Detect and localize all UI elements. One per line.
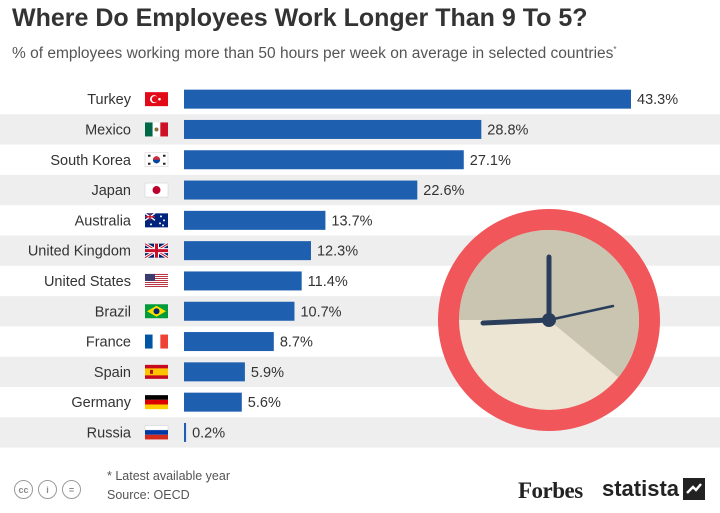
russia-flag-icon	[144, 425, 169, 440]
row-stripe	[0, 417, 720, 448]
value-label: 5.9%	[251, 365, 284, 381]
category-label: Mexico	[85, 122, 131, 138]
source-text: Source: OECD	[107, 488, 190, 502]
united-kingdom-flag-icon	[144, 242, 169, 259]
mexico-flag-icon	[145, 122, 168, 137]
value-label: 22.6%	[423, 183, 464, 199]
france-flag-icon	[145, 334, 168, 349]
value-label: 43.3%	[637, 92, 678, 108]
value-label: 11.4%	[308, 274, 348, 290]
category-label: France	[86, 335, 131, 351]
bar-united-states	[184, 271, 302, 291]
japan-flag-icon	[144, 182, 169, 198]
australia-flag-icon	[144, 212, 168, 228]
value-label: 13.7%	[331, 213, 372, 229]
category-label: United States	[44, 274, 131, 290]
category-label: Russia	[87, 425, 132, 441]
germany-flag-icon	[145, 395, 168, 410]
clock-center	[542, 313, 556, 327]
turkey-flag-icon	[145, 92, 168, 107]
subtitle-text: % of employees working more than 50 hour…	[12, 45, 614, 63]
category-label: Spain	[94, 365, 131, 381]
category-label: United Kingdom	[28, 244, 131, 260]
bar-spain	[184, 362, 245, 382]
footnote-text: * Latest available year	[107, 469, 230, 483]
statista-logo-text: statista	[602, 476, 680, 501]
bar-japan	[184, 180, 418, 200]
by-icon[interactable]: i	[38, 480, 57, 499]
value-label: 28.8%	[487, 122, 528, 138]
bar-france	[184, 332, 274, 352]
clock-hour-hand	[480, 317, 552, 326]
chart-title: Where Do Employees Work Longer Than 9 To…	[12, 4, 588, 32]
category-label: Turkey	[87, 92, 132, 108]
value-label: 12.3%	[317, 244, 358, 260]
bar-brazil	[184, 301, 295, 321]
category-label: South Korea	[50, 153, 132, 169]
clock-icon	[438, 209, 660, 431]
category-label: Germany	[71, 395, 131, 411]
value-label: 27.1%	[470, 153, 511, 169]
bar-russia	[184, 422, 187, 442]
bar-turkey	[184, 89, 631, 109]
south-korea-flag-icon	[144, 152, 169, 167]
bar-south-korea	[184, 150, 464, 170]
nd-icon[interactable]: =	[62, 480, 81, 499]
forbes-logo[interactable]: Forbes	[518, 478, 583, 503]
category-label: Japan	[91, 183, 131, 199]
bar-australia	[184, 210, 326, 230]
united-states-flag-icon	[145, 273, 168, 288]
value-label: 5.6%	[248, 395, 281, 411]
category-label: Brazil	[95, 304, 131, 320]
bar-mexico	[184, 119, 482, 139]
chart-subtitle: % of employees working more than 50 hour…	[12, 45, 617, 63]
brazil-flag-icon	[145, 304, 168, 319]
value-label: 10.7%	[300, 304, 341, 320]
spain-flag-icon	[145, 364, 168, 379]
clock-second-hand	[547, 304, 615, 322]
statista-logo[interactable]: statista	[602, 476, 706, 502]
subtitle-footnote-mark: *	[613, 45, 617, 54]
value-label: 8.7%	[280, 335, 313, 351]
clock-shaded-sector-left	[459, 230, 549, 320]
bar-united-kingdom	[184, 241, 311, 261]
category-label: Australia	[75, 213, 132, 229]
statista-mark-icon	[683, 478, 706, 500]
license-icons: cc i =	[14, 480, 81, 499]
value-label: 0.2%	[192, 425, 225, 441]
cc-icon[interactable]: cc	[14, 480, 33, 499]
bar-germany	[184, 392, 242, 412]
clock-shaded-sector	[549, 230, 639, 378]
